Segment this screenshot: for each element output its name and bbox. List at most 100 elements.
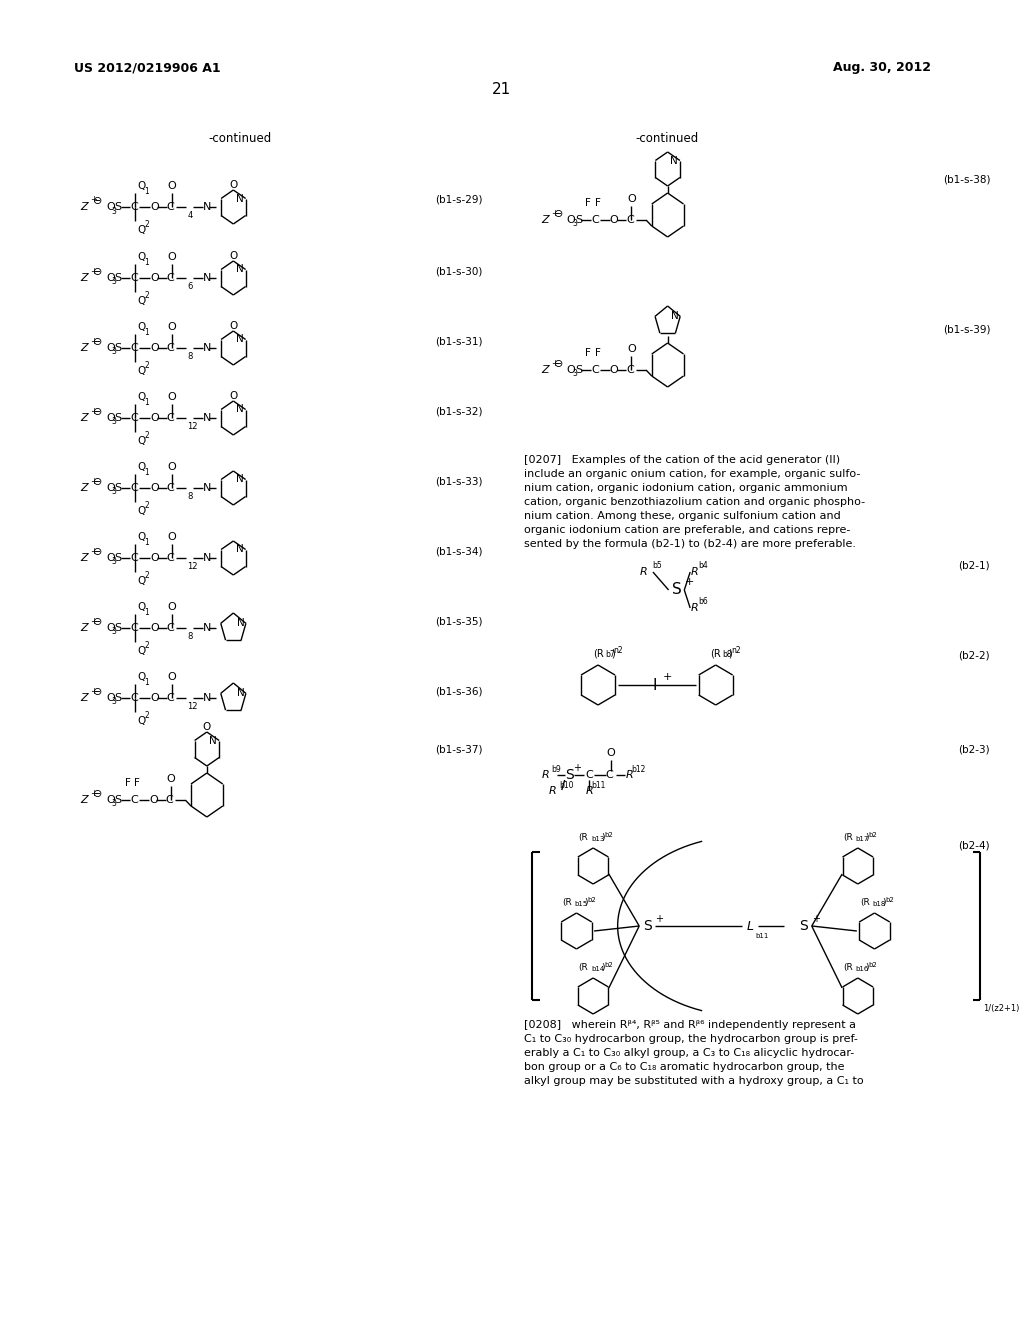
Text: ): ) [610,649,614,659]
Text: (b2-2): (b2-2) [958,649,990,660]
Text: (b1-s-31): (b1-s-31) [435,337,482,346]
Text: S: S [800,919,808,933]
Text: O: O [203,722,211,733]
Text: S: S [115,795,122,805]
Text: N: N [203,273,211,282]
Text: R: R [691,568,699,577]
Text: C: C [167,693,174,704]
Text: Q: Q [137,532,145,543]
Text: +: + [551,359,558,367]
Text: +: + [90,267,97,276]
Text: nium cation. Among these, organic sulfonium cation and: nium cation. Among these, organic sulfon… [524,511,842,521]
Text: Z: Z [81,795,88,805]
Text: ): ) [601,964,604,972]
Text: C: C [130,483,138,492]
Text: O: O [229,321,238,331]
Text: C: C [166,795,173,805]
Text: alkyl group may be substituted with a hydroxy group, a C₁ to: alkyl group may be substituted with a hy… [524,1076,864,1086]
Text: 2: 2 [144,290,148,300]
Text: Z: Z [81,553,88,564]
Text: 1: 1 [144,539,148,546]
Text: Q: Q [137,296,145,306]
Text: R: R [626,770,633,780]
Text: 3: 3 [572,219,578,228]
Text: S: S [575,366,583,375]
Text: +: + [551,209,558,218]
Text: C: C [606,770,613,780]
Text: nium cation, organic iodonium cation, organic ammonium: nium cation, organic iodonium cation, or… [524,483,848,492]
Text: O: O [167,602,176,612]
Text: O: O [566,215,575,224]
Text: O: O [229,251,238,261]
Text: 1: 1 [144,187,148,195]
Text: O: O [609,215,618,224]
Text: 1: 1 [144,257,148,267]
Text: O: O [566,366,575,375]
Text: b12: b12 [632,764,646,774]
Text: S: S [672,582,681,598]
Text: 3: 3 [572,370,578,379]
Text: 6: 6 [187,282,193,290]
Text: +: + [655,913,663,924]
Text: ⊖: ⊖ [93,686,102,697]
Text: Q: Q [137,181,145,191]
Text: 3: 3 [112,697,117,706]
Text: C: C [167,413,174,422]
Text: O: O [167,252,176,261]
Text: Q: Q [137,392,145,403]
Text: 1: 1 [144,609,148,616]
Text: O: O [609,366,618,375]
Text: O: O [167,462,176,473]
Text: R: R [691,603,699,612]
Text: b2: b2 [868,832,878,838]
Text: Q: Q [137,436,145,446]
Text: +: + [90,407,97,416]
Text: ⊖: ⊖ [93,267,102,277]
Text: US 2012/0219906 A1: US 2012/0219906 A1 [74,62,220,74]
Text: +: + [90,477,97,486]
Text: L: L [746,920,754,932]
Text: S: S [115,553,122,564]
Text: (b2-3): (b2-3) [958,744,990,755]
Text: 2: 2 [144,502,148,510]
Text: (b1-s-29): (b1-s-29) [435,195,482,205]
Text: O: O [167,672,176,682]
Text: +: + [90,686,97,696]
Text: O: O [105,795,115,805]
Text: b13: b13 [591,836,604,842]
Text: +: + [90,195,97,205]
Text: [0207]   Examples of the cation of the acid generator (II): [0207] Examples of the cation of the aci… [524,455,841,465]
Text: N: N [203,553,211,564]
Text: N: N [203,343,211,352]
Text: b14: b14 [591,966,604,972]
Text: O: O [166,774,175,784]
Text: b7: b7 [605,649,614,659]
Text: 3: 3 [112,557,117,566]
Text: +: + [90,788,97,797]
Text: O: O [105,623,115,634]
Text: O: O [150,553,159,564]
Text: (R: (R [562,898,571,907]
Text: 8: 8 [187,632,193,642]
Text: R: R [542,770,549,780]
Text: F: F [134,777,140,788]
Text: b18: b18 [872,902,886,907]
Text: C: C [591,215,599,224]
Text: O: O [150,413,159,422]
Text: b2: b2 [587,898,596,903]
Text: O: O [105,553,115,564]
Text: b16: b16 [856,966,869,972]
Text: 3: 3 [112,800,117,808]
Text: O: O [150,623,159,634]
Text: C: C [627,215,634,224]
Text: O: O [627,345,636,354]
Text: O: O [167,392,176,403]
Text: C: C [167,553,174,564]
Text: +: + [663,672,672,682]
Text: O: O [167,322,176,333]
Text: Q: Q [137,224,145,235]
Text: (b1-s-30): (b1-s-30) [435,267,482,276]
Text: F: F [125,777,130,788]
Text: ⊖: ⊖ [93,789,102,799]
Text: C: C [627,366,634,375]
